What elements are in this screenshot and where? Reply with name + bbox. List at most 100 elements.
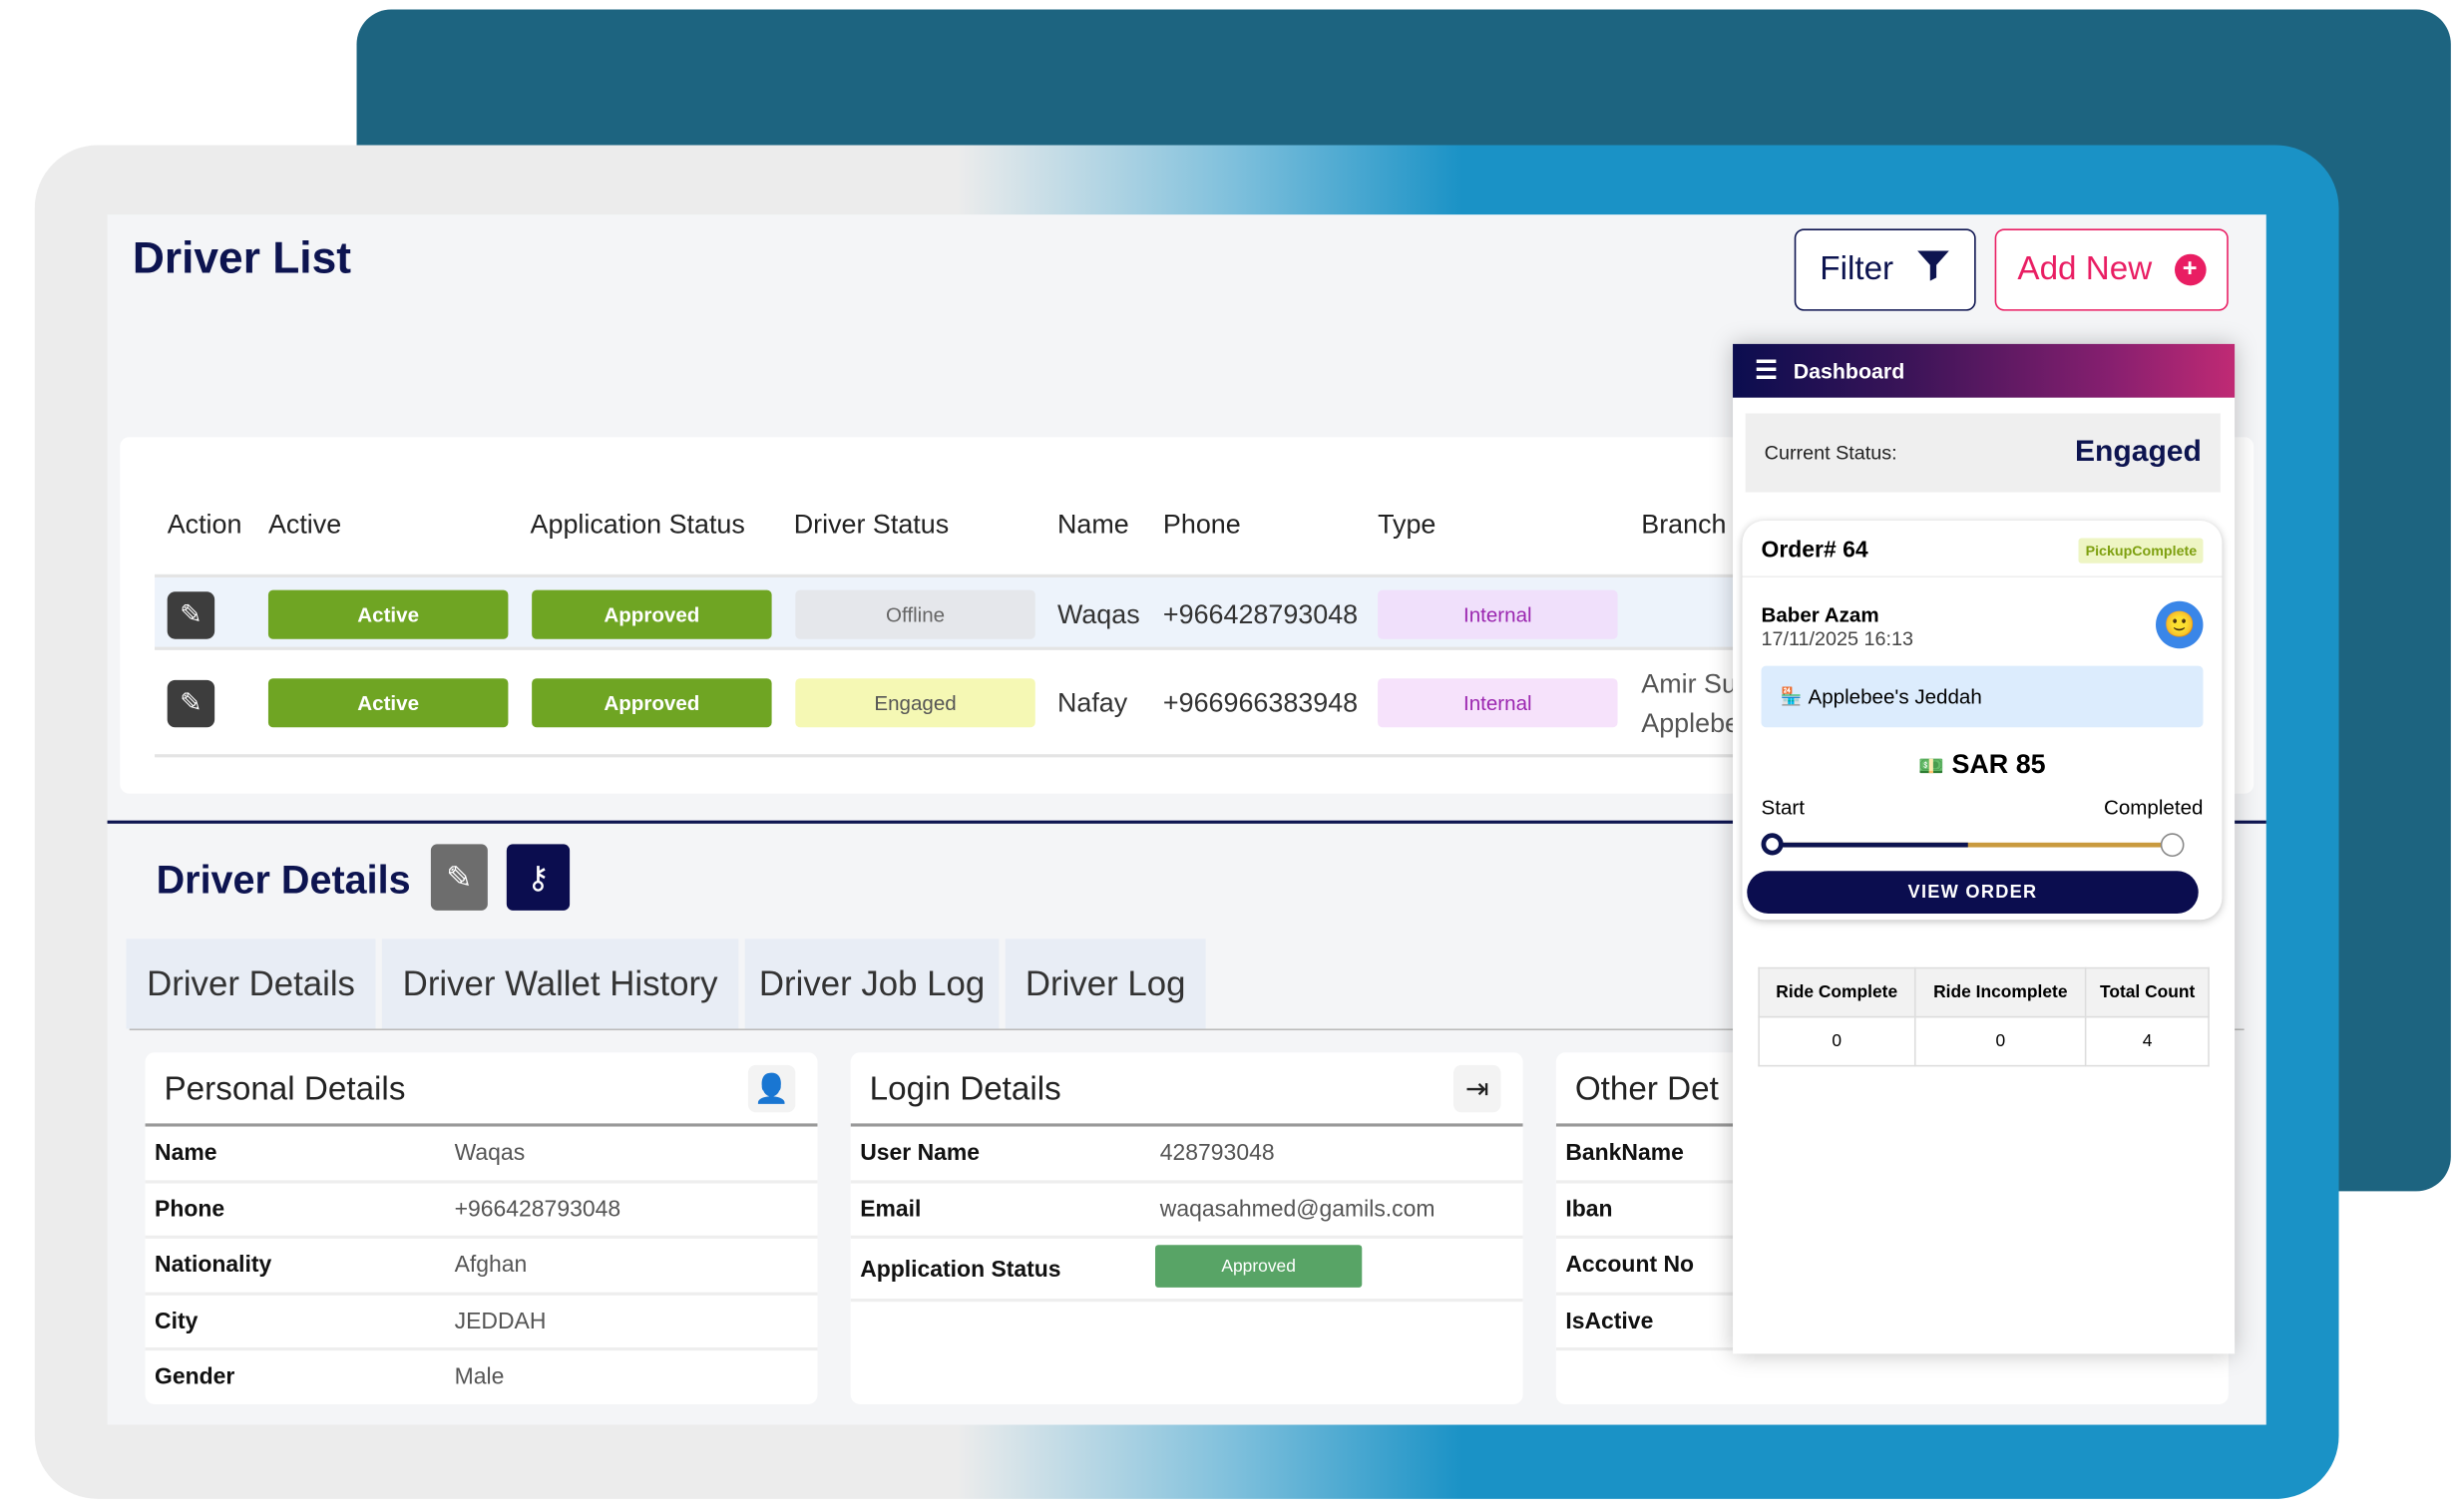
restaurant-box: 🏪 Applebee's Jeddah <box>1761 665 2204 728</box>
detail-label: Nationality <box>155 1253 272 1279</box>
add-new-button[interactable]: Add New + <box>1994 228 2229 311</box>
tab-driver-log[interactable]: Driver Log <box>1005 939 1206 1029</box>
ride-stats-table: Ride Complete Ride Incomplete Total Count … <box>1758 966 2210 1067</box>
funnel-icon <box>1915 249 1950 290</box>
detail-label: User Name <box>860 1140 981 1167</box>
filter-label: Filter <box>1820 250 1894 287</box>
edit-pencil-button[interactable]: ✎ <box>430 844 488 911</box>
column-header: Active <box>267 509 342 541</box>
column-header: Application Status <box>530 509 745 541</box>
progress-start-label: Start <box>1761 795 1805 820</box>
name-cell: Nafay <box>1056 687 1128 718</box>
dashboard-title: Dashboard <box>1793 358 1905 383</box>
personal-details-card: Personal Details 👤 Name Waqas Phone +966428… <box>145 1052 818 1404</box>
driver-details-title: Driver Details <box>156 858 411 903</box>
detail-value: +966428793048 <box>454 1196 621 1223</box>
column-header: Driver Status <box>793 509 950 541</box>
current-status: Current Status: Engaged <box>1745 413 2221 493</box>
detail-label: Gender <box>155 1364 235 1390</box>
customer-name: Baber Azam <box>1761 602 1879 627</box>
phone-cell: +966428793048 <box>1162 599 1359 630</box>
stats-value: 4 <box>2085 1015 2210 1067</box>
table-row[interactable]: ✎ Active Approved Offline Waqas +9664287… <box>155 573 1749 650</box>
add-new-label: Add New <box>2017 250 2153 287</box>
stats-header: Ride Complete <box>1758 966 1916 1018</box>
status-value: Engaged <box>2074 435 2202 469</box>
application-status-badge: Approved <box>532 589 772 639</box>
login-icon[interactable]: ⇥ <box>1453 1064 1501 1113</box>
type-badge: Internal <box>1378 678 1618 728</box>
detail-value: Waqas <box>454 1140 526 1167</box>
name-cell: Waqas <box>1056 599 1140 630</box>
active-badge: Active <box>267 589 509 639</box>
edit-icon[interactable]: ✎ <box>167 679 215 728</box>
status-label: Current Status: <box>1764 441 1897 465</box>
login-details-card: Login Details ⇥ User Name 428793048 Email w… <box>850 1052 1523 1404</box>
detail-row: Phone +966428793048 <box>145 1183 818 1239</box>
tab-driver-wallet-history[interactable]: Driver Wallet History <box>381 939 739 1029</box>
stats-value: 0 <box>1913 1015 2088 1067</box>
detail-value: Afghan <box>454 1253 528 1279</box>
plus-circle-icon: + <box>2174 253 2207 286</box>
order-amount: 💵 SAR 85 <box>1743 749 2223 781</box>
store-icon: 🏪 <box>1780 687 1803 707</box>
progress-fill <box>1771 842 1968 848</box>
detail-label: Account No <box>1565 1253 1695 1279</box>
restaurant-name: Applebee's Jeddah <box>1808 684 1982 709</box>
detail-label: Name <box>155 1140 217 1167</box>
menu-icon[interactable]: ☰ <box>1755 358 1778 386</box>
money-icon: 💵 <box>1918 754 1944 778</box>
detail-row: Email waqasahmed@gamils.com <box>850 1183 1523 1239</box>
type-badge: Internal <box>1378 589 1618 639</box>
section-divider <box>107 820 2266 824</box>
order-card: Order# 64 PickupComplete Baber Azam 17/1… <box>1742 521 2223 921</box>
branch-cell: Amir Su <box>1641 668 1737 699</box>
edit-icon[interactable]: ✎ <box>167 591 215 639</box>
driver-status-badge: Engaged <box>795 678 1035 728</box>
progress-track <box>1771 842 2166 848</box>
card-title: Personal Details <box>164 1071 406 1108</box>
filter-button[interactable]: Filter <box>1794 228 1976 311</box>
detail-label: Phone <box>155 1196 225 1223</box>
progress-end-label: Completed <box>2104 795 2204 820</box>
customer-avatar: 🙂 <box>2156 600 2204 649</box>
dashboard-panel: ☰ Dashboard Current Status: Engaged Order#… <box>1733 343 2236 1354</box>
detail-label: City <box>155 1309 199 1334</box>
detail-row: Nationality Afghan <box>145 1239 818 1296</box>
detail-row: Application Status Approved <box>850 1239 1523 1303</box>
column-header: Name <box>1056 509 1129 541</box>
user-icon[interactable]: 👤 <box>747 1064 796 1113</box>
order-status-badge: PickupComplete <box>2079 538 2204 564</box>
tab-driver-details[interactable]: Driver Details <box>126 939 376 1029</box>
column-header: Action <box>167 509 242 541</box>
card-title: Other Det <box>1574 1071 1719 1108</box>
dashboard-header: ☰ Dashboard <box>1733 343 2236 398</box>
amount-value: SAR 85 <box>1951 749 2046 780</box>
detail-row: City JEDDAH <box>145 1295 818 1351</box>
tab-driver-job-log[interactable]: Driver Job Log <box>744 939 1000 1029</box>
order-datetime: 17/11/2025 16:13 <box>1761 627 1914 650</box>
detail-row: Name Waqas <box>145 1127 818 1183</box>
stats-header: Total Count <box>2085 966 2210 1018</box>
page-title: Driver List <box>132 233 351 283</box>
progress-start-dot <box>1761 833 1784 856</box>
detail-value: waqasahmed@gamils.com <box>1159 1196 1436 1223</box>
detail-label: IsActive <box>1565 1309 1654 1334</box>
column-header: Branch <box>1641 509 1727 541</box>
detail-value: 428793048 <box>1159 1140 1275 1167</box>
key-button[interactable]: ⚷ <box>506 844 571 911</box>
phone-cell: +966966383948 <box>1162 687 1359 718</box>
column-header: Phone <box>1162 509 1241 541</box>
table-row[interactable]: ✎ Active Approved Engaged Nafay +9669663… <box>155 662 1749 758</box>
view-order-button[interactable]: VIEW ORDER <box>1747 871 2199 914</box>
card-title: Login Details <box>869 1071 1061 1108</box>
application-status-badge: Approved <box>532 678 772 728</box>
branch-cell: Applebe <box>1641 708 1740 739</box>
detail-row: User Name 428793048 <box>850 1127 1523 1183</box>
stats-value: 0 <box>1758 1015 1916 1067</box>
application-status-badge: Approved <box>1155 1245 1363 1288</box>
driver-status-badge: Offline <box>795 589 1035 639</box>
detail-label: Email <box>860 1196 922 1223</box>
detail-value: JEDDAH <box>454 1309 547 1334</box>
progress-end-dot <box>2160 833 2185 858</box>
